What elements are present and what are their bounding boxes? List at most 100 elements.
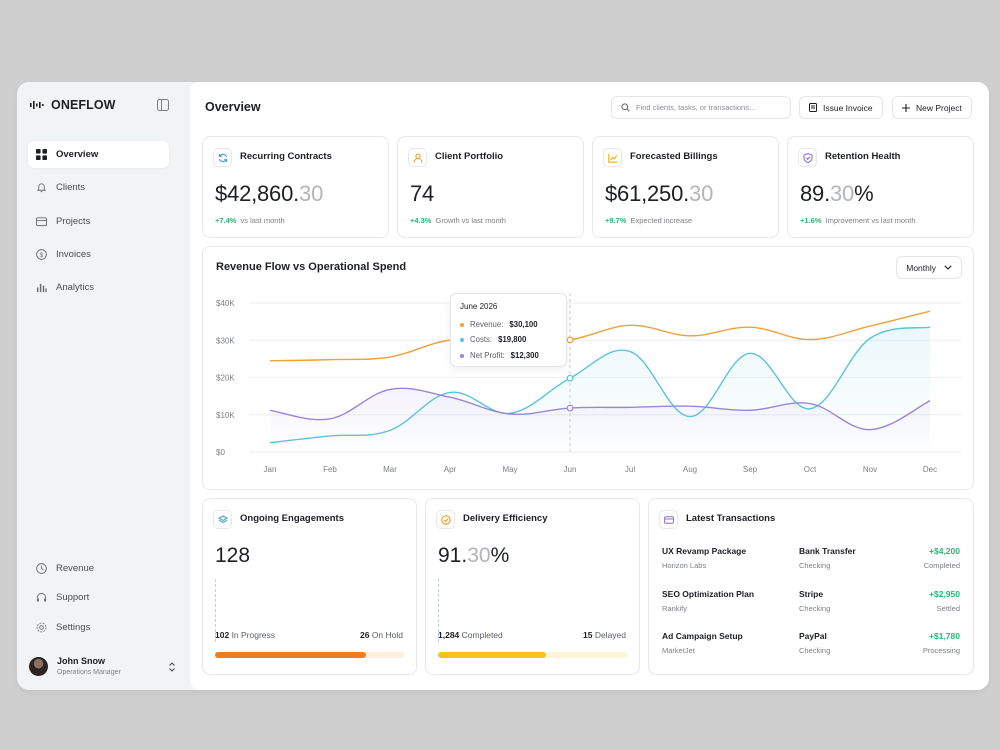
chevron-down-icon xyxy=(944,265,952,270)
dollar-icon: $ xyxy=(36,249,47,260)
gear-icon xyxy=(36,622,47,633)
kpi-card-forecasted-billings[interactable]: Forecasted Billings $61,250.30 +9.7% Expe… xyxy=(592,136,779,238)
transaction-account: Checking xyxy=(799,604,831,613)
search-placeholder: Find clients, tasks, or transactions... xyxy=(636,103,756,112)
x-tick-label: Jul xyxy=(625,465,635,474)
sidebar-item-label: Projects xyxy=(56,216,91,227)
in-progress-stat: 102 In Progress xyxy=(215,630,276,640)
y-tick-label: $30K xyxy=(216,336,235,345)
issue-invoice-label: Issue Invoice xyxy=(823,102,873,113)
svg-text:$: $ xyxy=(40,252,44,259)
kpi-icon-box xyxy=(408,148,427,167)
x-tick-label: Nov xyxy=(863,465,877,474)
delayed-stat: 15 Delayed xyxy=(582,630,626,640)
transaction-method: Stripe xyxy=(799,589,824,599)
transaction-client: Horizon Labs xyxy=(662,561,707,570)
shield-icon xyxy=(802,152,813,163)
x-tick-label: Oct xyxy=(804,465,817,474)
chart-tooltip: June 2026 Revenue: $30,100 Costs: $19,800 … xyxy=(450,293,567,367)
x-tick-label: Apr xyxy=(444,465,457,474)
brand[interactable]: ONEFLOW xyxy=(30,98,116,112)
sidebar: ONEFLOW Overview Clients Projects $ Invo… xyxy=(17,82,189,690)
hover-point xyxy=(566,404,574,412)
kpi-title: Retention Health xyxy=(825,151,901,162)
transaction-row[interactable]: UX Revamp Package Horizon Labs Bank Tran… xyxy=(662,546,960,576)
sidebar-toggle-icon[interactable] xyxy=(157,99,169,111)
kpi-icon-box xyxy=(213,148,232,167)
kpi-card-recurring-contracts[interactable]: Recurring Contracts $42,860.30 +7.4% vs l… xyxy=(202,136,389,238)
line-chart[interactable]: $40K $30K $20K $10K $0 Jan Feb Mar Apr May Jun Jul A… xyxy=(203,247,975,491)
kpi-delta: +1.6% Improvement vs last month xyxy=(800,216,916,225)
transaction-row[interactable]: SEO Optimization Plan Rankify Stripe Che… xyxy=(662,589,960,619)
transaction-method: PayPal xyxy=(799,631,827,641)
kpi-delta: +4.3% Growth vs last month xyxy=(410,216,506,225)
bell-icon xyxy=(36,183,47,193)
user-icon xyxy=(412,153,423,163)
period-dropdown[interactable]: Monthly xyxy=(896,256,962,279)
engagements-card[interactable]: Ongoing Engagements 128 102 In Progress … xyxy=(202,498,417,675)
kpi-card-retention-health[interactable]: Retention Health 89.30% +1.6% Improvement… xyxy=(787,136,974,238)
efficiency-card[interactable]: Delivery Efficiency 91.30% 1,284 Complet… xyxy=(425,498,640,675)
efficiency-value: 91.30% xyxy=(438,544,510,567)
sidebar-item-analytics[interactable]: Analytics xyxy=(28,274,169,301)
sidebar-item-label: Clients xyxy=(56,182,86,193)
transaction-amount: +$4,200 xyxy=(929,546,960,556)
sidebar-item-revenue[interactable]: Revenue xyxy=(28,555,169,582)
layers-icon xyxy=(217,514,228,523)
search-input[interactable]: Find clients, tasks, or transactions... xyxy=(611,96,791,119)
series-line-revenue xyxy=(269,310,931,362)
transactions-title: Latest Transactions xyxy=(686,513,776,524)
user-name: John Snow xyxy=(57,656,105,666)
transaction-name: SEO Optimization Plan xyxy=(662,589,755,599)
document-icon xyxy=(809,103,817,112)
sidebar-item-settings[interactable]: Settings xyxy=(28,614,169,641)
user-profile[interactable]: John Snow Operations Manager xyxy=(29,655,177,679)
transaction-client: MarketJet xyxy=(662,646,695,655)
y-tick-label: $40K xyxy=(216,299,235,308)
plus-icon xyxy=(902,103,910,112)
folder-icon xyxy=(36,217,47,227)
revenue-chart-card: Revenue Flow vs Operational Spend Monthl… xyxy=(202,246,974,490)
sidebar-item-overview[interactable]: Overview xyxy=(28,141,169,168)
transaction-client: Rankify xyxy=(662,604,688,613)
x-tick-label: Dec xyxy=(923,465,937,474)
sidebar-item-clients[interactable]: Clients xyxy=(28,174,169,201)
x-tick-label: Aug xyxy=(683,465,697,474)
sidebar-item-label: Overview xyxy=(56,149,99,160)
kpi-icon-box xyxy=(798,148,817,167)
issue-invoice-button[interactable]: Issue Invoice xyxy=(799,96,883,119)
kpi-title: Client Portfolio xyxy=(435,151,504,162)
series-area-costs xyxy=(270,327,930,452)
credit-card-icon xyxy=(663,515,674,524)
trend-icon xyxy=(607,153,617,163)
chevron-updown-icon[interactable] xyxy=(167,661,177,673)
x-tick-label: Feb xyxy=(323,465,337,474)
kpi-value: $61,250.30 xyxy=(605,181,714,206)
sidebar-item-projects[interactable]: Projects xyxy=(28,208,169,235)
sidebar-item-support[interactable]: Support xyxy=(28,584,169,611)
sidebar-item-label: Support xyxy=(56,592,90,603)
waveform-logo-icon xyxy=(30,101,44,109)
progress-fill xyxy=(215,652,367,658)
sidebar-item-invoices[interactable]: $ Invoices xyxy=(28,241,169,268)
transaction-name: Ad Campaign Setup xyxy=(662,631,743,641)
y-tick-label: $10K xyxy=(216,411,235,420)
transaction-name: UX Revamp Package xyxy=(662,546,747,556)
tooltip-row-costs: Costs: $19,800 xyxy=(460,335,526,344)
app-window: ONEFLOW Overview Clients Projects $ Invo… xyxy=(17,82,989,690)
new-project-button[interactable]: New Project xyxy=(892,96,972,119)
x-tick-label: Mar xyxy=(383,465,397,474)
sidebar-item-label: Invoices xyxy=(56,249,91,260)
transaction-row[interactable]: Ad Campaign Setup MarketJet PayPal Check… xyxy=(662,631,960,661)
period-label: Monthly xyxy=(906,262,936,273)
hover-point xyxy=(566,336,574,344)
transaction-amount: +$2,950 xyxy=(929,589,960,599)
kpi-card-client-portfolio[interactable]: Client Portfolio 74 +4.3% Growth vs last … xyxy=(397,136,584,238)
transaction-status: Completed xyxy=(923,561,960,570)
divider xyxy=(438,579,439,642)
transaction-account: Checking xyxy=(799,646,831,655)
efficiency-title: Delivery Efficiency xyxy=(463,513,548,524)
avatar xyxy=(29,657,48,676)
x-tick-label: Jan xyxy=(264,465,277,474)
engagements-progress-bar xyxy=(215,652,404,658)
